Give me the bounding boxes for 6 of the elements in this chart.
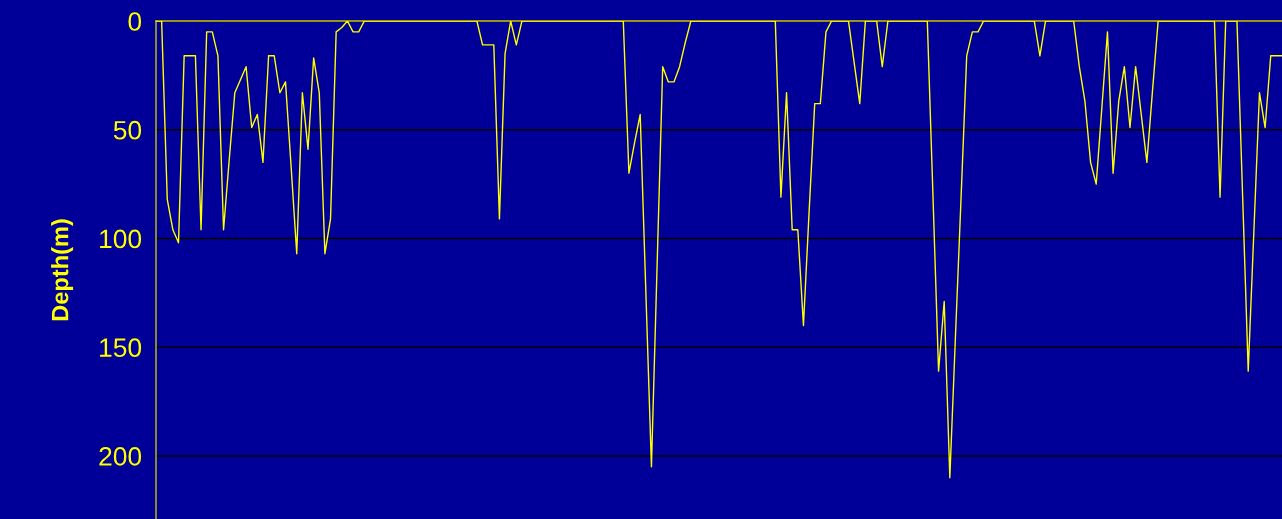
y-tick-label: 100 [100,229,142,249]
y-tick-label: 0 [128,12,142,31]
y-tick-label: 150 [100,338,142,358]
y-tick-label: 50 [113,120,142,140]
y-axis-title: Depth(m) [51,219,74,321]
y-tick-label: 200 [99,447,142,466]
